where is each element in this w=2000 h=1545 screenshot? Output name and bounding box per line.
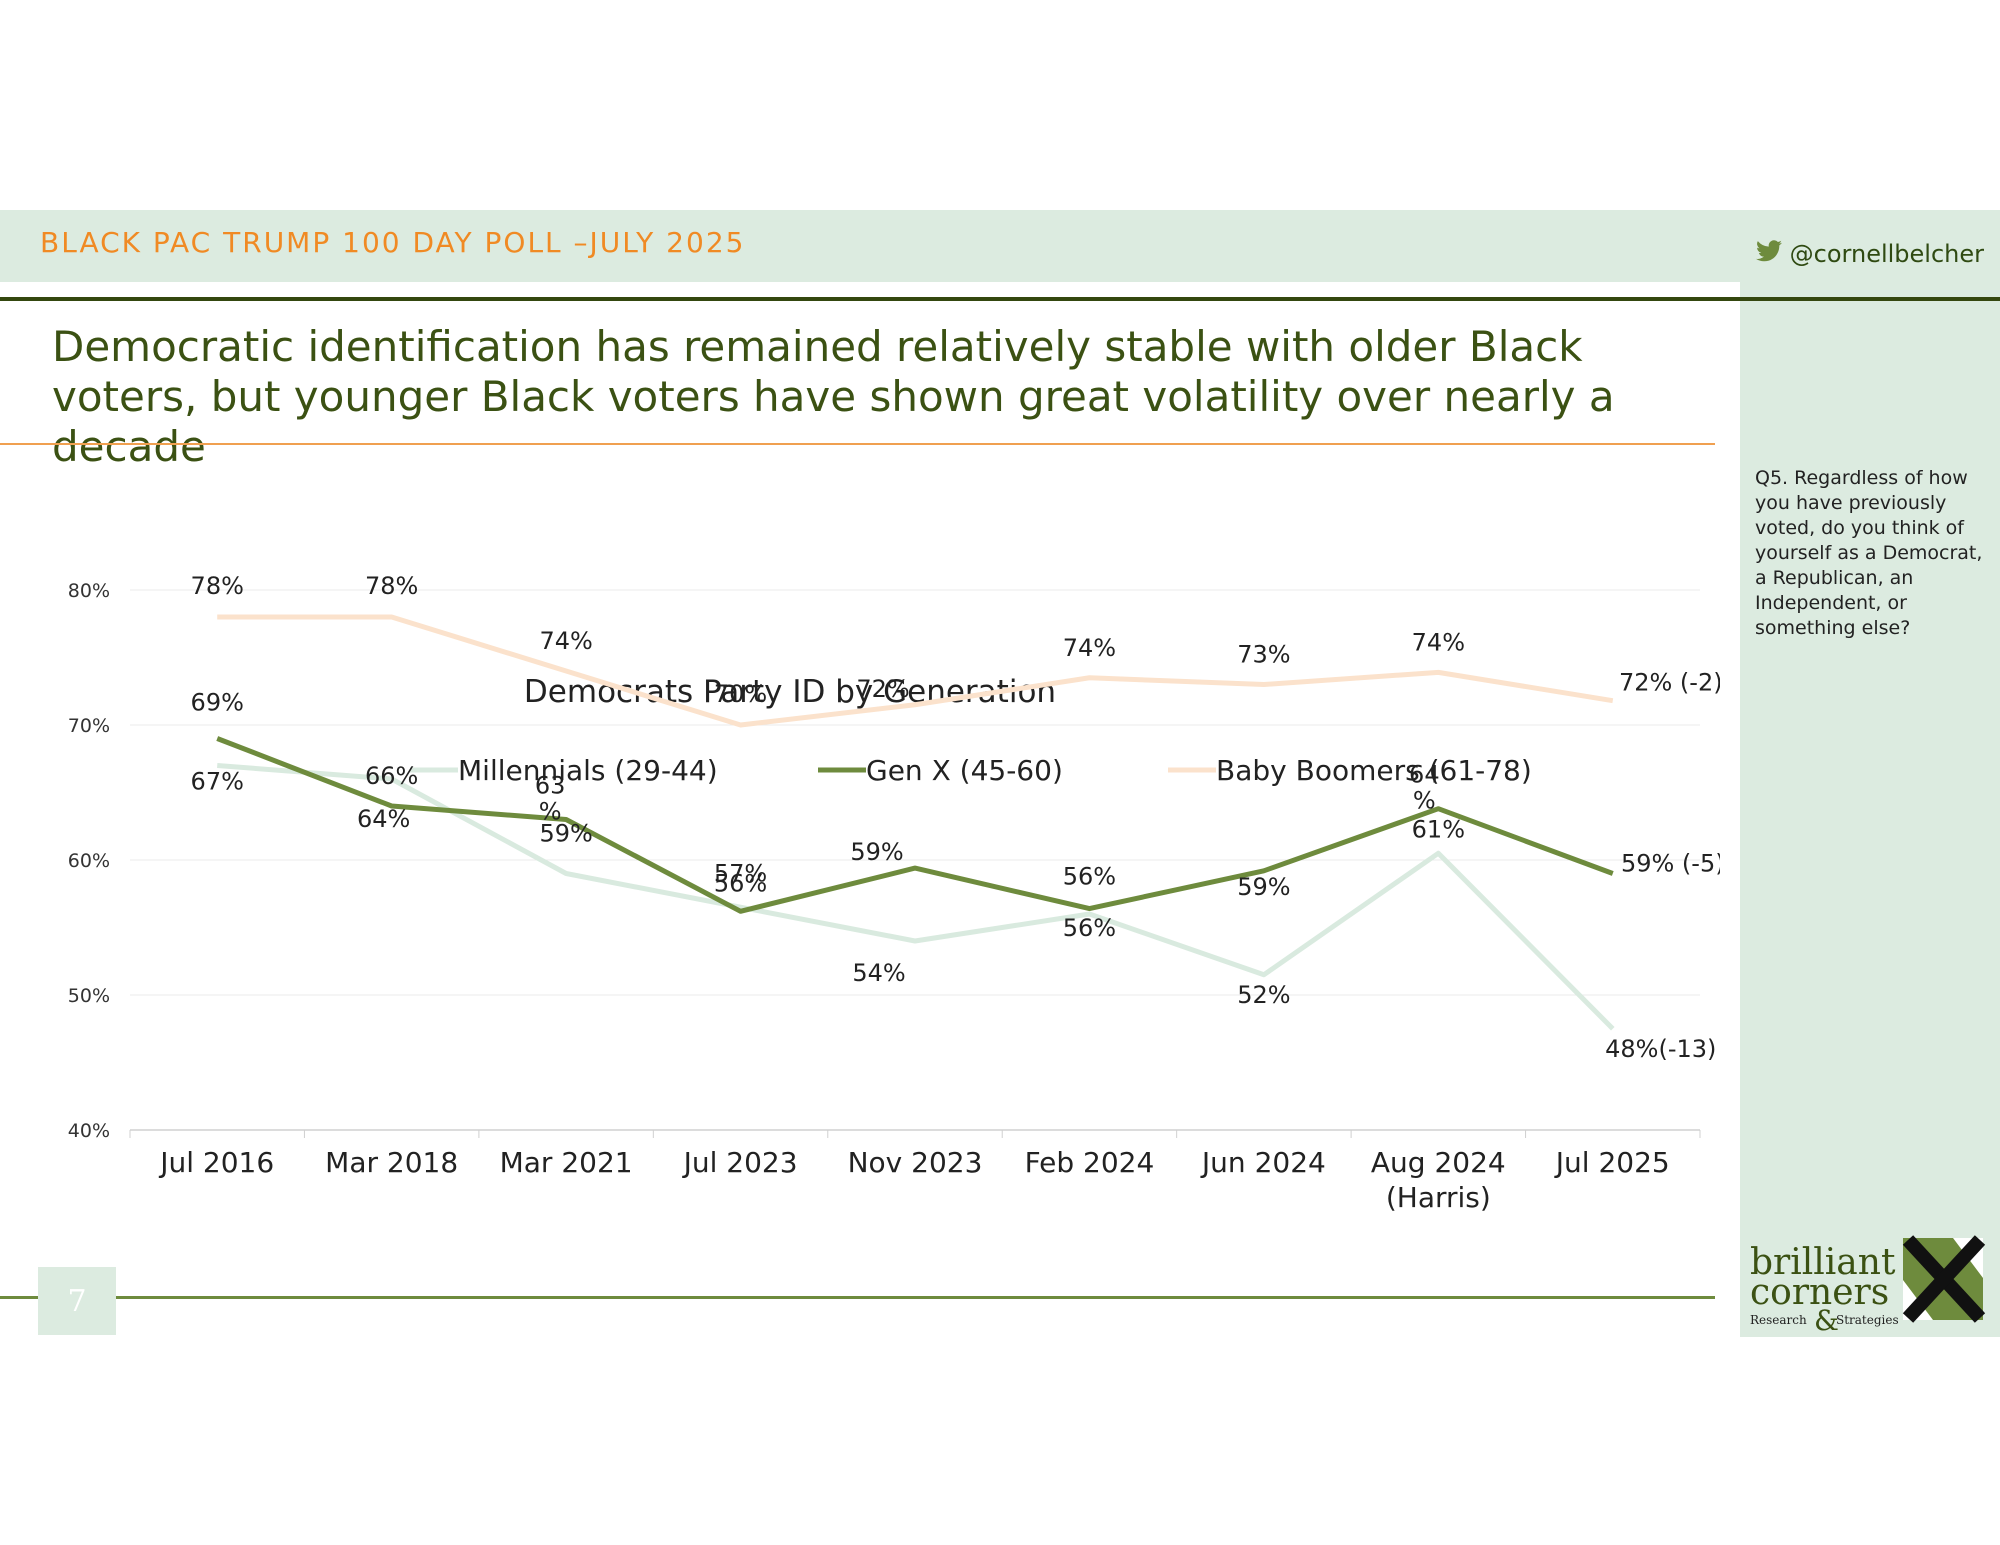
footer-rule xyxy=(0,1296,1715,1299)
x-tick-label: Aug 2024 xyxy=(1371,1146,1506,1179)
twitter-handle[interactable]: @cornellbelcher xyxy=(1755,240,1984,268)
data-label: 72% (-2) xyxy=(1619,669,1720,697)
data-label: 59% xyxy=(1237,873,1290,901)
svg-text:&: & xyxy=(1814,1304,1839,1332)
data-label: 70% xyxy=(714,680,767,708)
chart-series xyxy=(216,614,1615,1031)
data-label: % xyxy=(1413,787,1436,815)
data-label: 72% xyxy=(856,675,909,703)
data-label: 59% xyxy=(539,820,592,848)
legend-label: Millennials (29-44) xyxy=(458,754,718,787)
data-label: 48%(-13) xyxy=(1605,1035,1716,1063)
header-rule xyxy=(0,297,2000,301)
x-tick-label: Jul 2025 xyxy=(1554,1146,1670,1179)
data-label: 78% xyxy=(191,572,244,600)
slide-headline: Democratic identification has remained r… xyxy=(52,322,1615,471)
svg-text:brilliant: brilliant xyxy=(1750,1242,1896,1283)
survey-question: Q5. Regardless of how you have previousl… xyxy=(1755,467,1983,639)
x-axis: Jul 2016 Mar 2018 Mar 2021 Jul 2023 Nov 2023… xyxy=(129,1130,1701,1214)
legend-label: Gen X (45-60) xyxy=(866,754,1063,787)
logo-mark-icon xyxy=(1902,1235,1986,1323)
data-label: 67% xyxy=(191,768,244,796)
data-label: 78% xyxy=(365,572,418,600)
x-tick-label: Jun 2024 xyxy=(1200,1146,1326,1179)
y-tick-label: 50% xyxy=(68,985,110,1007)
data-label: 64% xyxy=(357,805,410,833)
line-chart: Democrats Party ID by Generation Millenn… xyxy=(68,572,1720,1214)
x-tick-label: Mar 2018 xyxy=(325,1146,458,1179)
x-tick-label: Nov 2023 xyxy=(848,1146,983,1179)
data-label: 59% xyxy=(850,838,903,866)
side-panel xyxy=(1740,282,2000,1337)
data-label: 74% xyxy=(539,627,592,655)
y-tick-label: 40% xyxy=(68,1120,110,1142)
chart-grid xyxy=(130,589,1700,1131)
data-label: 57% xyxy=(714,859,767,887)
x-tick-label: (Harris) xyxy=(1386,1181,1491,1214)
data-label: 69% xyxy=(191,689,244,717)
x-tick-label: Jul 2016 xyxy=(158,1146,274,1179)
y-tick-label: 60% xyxy=(68,850,110,872)
svg-text:Strategies: Strategies xyxy=(1836,1313,1899,1327)
page-number: 7 xyxy=(38,1267,116,1335)
y-tick-label: 70% xyxy=(68,715,110,737)
series-line xyxy=(216,736,1614,914)
twitter-handle-text: @cornellbelcher xyxy=(1789,240,1984,268)
data-label: 56% xyxy=(714,869,767,897)
headline-rule xyxy=(0,443,1715,445)
data-label: 74% xyxy=(1063,634,1116,662)
brilliant-corners-logo: brilliant corners Research & Strategies xyxy=(1750,1235,1986,1332)
series-line xyxy=(217,763,1615,1031)
y-tick-label: 80% xyxy=(68,580,110,602)
twitter-icon xyxy=(1755,240,1782,268)
svg-text:Research: Research xyxy=(1750,1313,1807,1327)
data-labels: 67%64%59%56%54%56%52%61%48%(-13)69%66% 63… xyxy=(191,572,1720,1063)
data-label: 63 xyxy=(535,772,566,800)
header-band: BLACK PAC TRUMP 100 DAY POLL –JULY 2025 xyxy=(0,210,2000,282)
data-label: 64 xyxy=(1409,761,1440,789)
data-label: % xyxy=(539,798,562,826)
data-label: 73% xyxy=(1237,641,1290,669)
chart-title: Democrats Party ID by Generation xyxy=(524,674,1056,710)
poll-title: BLACK PAC TRUMP 100 DAY POLL –JULY 2025 xyxy=(40,226,746,259)
data-label: 66% xyxy=(365,762,418,790)
slide: BLACK PAC TRUMP 100 DAY POLL –JULY 2025 … xyxy=(0,210,2000,1337)
data-label: 74% xyxy=(1412,628,1465,656)
data-label: 54% xyxy=(852,959,905,987)
data-label: 52% xyxy=(1237,981,1290,1009)
x-tick-label: Feb 2024 xyxy=(1025,1146,1155,1179)
data-label: 61% xyxy=(1412,815,1465,843)
series-line xyxy=(217,614,1614,728)
x-tick-label: Mar 2021 xyxy=(500,1146,633,1179)
data-label: 56% xyxy=(1063,863,1116,891)
x-tick-label: Jul 2023 xyxy=(682,1146,798,1179)
legend-label: Baby Boomers (61-78) xyxy=(1216,754,1532,787)
data-label: 59% (-5) xyxy=(1621,850,1720,878)
chart-legend: Millennials (29-44) Gen X (45-60) Baby Boo… xyxy=(410,754,1532,787)
data-label: 56% xyxy=(1063,914,1116,942)
svg-text:corners: corners xyxy=(1750,1272,1889,1313)
y-axis: 40% 50% 60% 70% 80% xyxy=(68,580,110,1142)
